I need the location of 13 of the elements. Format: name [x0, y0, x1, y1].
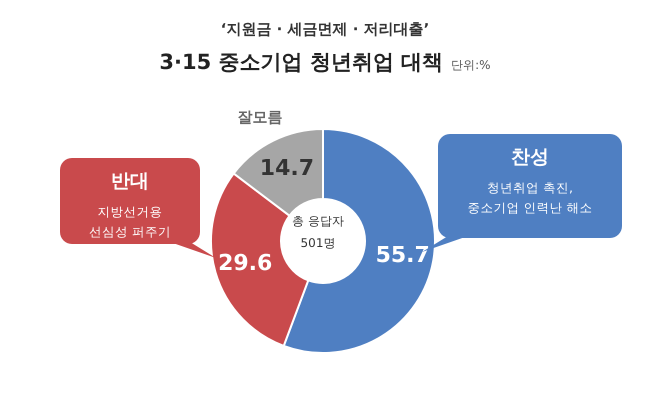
text: 지방선거용 선심성 퍼주기 [88, 203, 172, 241]
text: 단위:% [451, 58, 491, 72]
chart-subtitle: ‘지원금 · 세금면제 · 저리대출’ [220, 20, 430, 39]
slice-label: 반대 [110, 169, 150, 194]
data-label: 29.6 [218, 251, 272, 276]
slice-label: 찬성 [510, 145, 550, 170]
text: 청년취업 촉진, 중소기업 인력난 해소 [466, 179, 594, 217]
text: 총 응답자 [291, 213, 345, 230]
chart-title: 3·15 중소기업 청년취업 대책 [159, 50, 444, 74]
data-label: 55.7 [376, 242, 430, 268]
text: 501명 [300, 235, 336, 252]
slice-label: 잘모름 [236, 108, 284, 127]
data-label: 14.7 [260, 156, 314, 181]
